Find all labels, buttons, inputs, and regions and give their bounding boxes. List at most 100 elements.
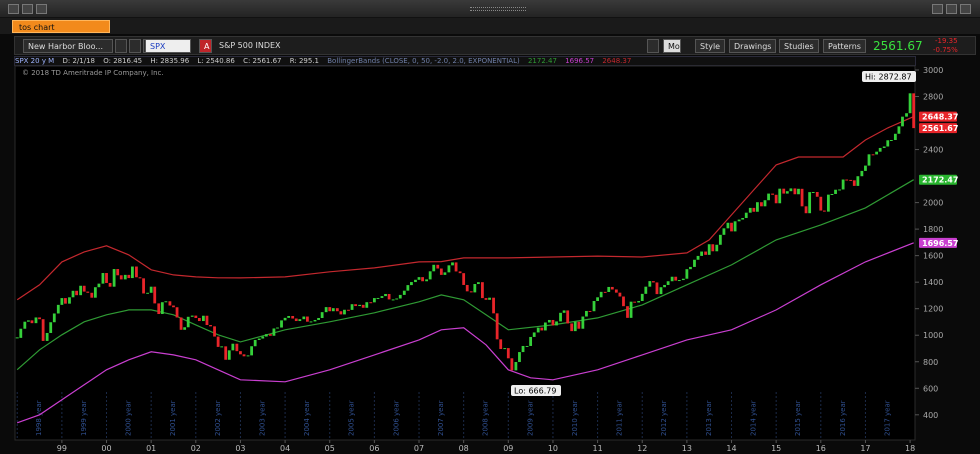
candle-body [90,292,94,298]
study-name[interactable]: BollingerBands (CLOSE, 0, 50, -2.0, 2.0,… [327,57,520,65]
candle-body [629,301,633,318]
candle-body [782,188,786,194]
toolbar-button[interactable]: Patterns [823,39,866,53]
candle-body [886,140,890,147]
window-icon[interactable] [36,4,47,14]
candle-body [79,285,83,296]
toolbar-button[interactable]: Drawings [729,39,777,53]
candle-body [819,196,823,211]
x-tick-label: 99 [57,444,67,453]
y-tick-label: 3000 [923,66,943,75]
candle-body [253,340,257,347]
x-tick-label: 07 [414,444,424,453]
candle-body [693,259,696,267]
window-icon[interactable] [22,4,33,14]
ohlc-item: D: 2/1/18 [62,57,95,65]
candle-body [878,147,882,152]
candle-body [760,202,763,207]
alert-button[interactable]: A [199,39,212,53]
candle-body [864,165,867,171]
candle-body [451,262,454,266]
candle-body [280,320,283,328]
candle-body [190,315,194,317]
candle-body [201,315,205,322]
window-icon[interactable] [946,4,957,14]
icon-button[interactable] [647,39,659,53]
candle-body [19,328,23,338]
candle-body [763,200,767,207]
window-icon[interactable] [8,4,19,14]
candle-body [428,271,432,280]
toolbar-button[interactable]: Studies [779,39,819,53]
candle-body [815,191,819,197]
year-label: 2004 year [303,400,311,436]
candle-body [465,284,469,292]
x-tick-label: 11 [592,444,602,453]
candle-body [213,326,216,337]
candle-body [711,244,715,252]
candle-body [224,346,228,360]
candle-body [82,285,86,292]
candle-body [127,274,131,279]
candle-body [250,346,254,356]
candle-body [41,319,45,341]
mode-button[interactable]: Mo [663,39,681,53]
candle-body [640,293,644,302]
candle-body [239,351,242,355]
candle-body [56,304,60,314]
candle-body [506,348,510,359]
toolbar-button[interactable]: Style [695,39,726,53]
candle-body [175,307,179,318]
candle-body [800,188,804,207]
copyright: © 2018 TD Ameritrade IP Company, Inc. [22,69,164,77]
candle-body [849,179,853,181]
ohlc-item: C: 2561.67 [243,57,282,65]
candle-body [380,296,384,298]
tab[interactable]: tos chart [12,20,110,33]
candle-body [811,191,815,193]
candle-body [521,345,525,353]
window-titlebar [0,0,980,18]
candle-body [637,301,641,303]
candle-body [551,319,555,326]
drag-handle[interactable] [470,7,526,11]
icon-button[interactable] [115,39,127,53]
y-tick-label: 600 [923,384,938,393]
candle-body [391,299,395,301]
candle-body [372,298,376,303]
y-tick-label: 1800 [923,225,943,234]
candle-body [402,290,406,295]
year-label: 2009 year [526,400,534,436]
candle-body [179,317,183,330]
candle-body [566,310,570,324]
window-icon[interactable] [960,4,971,14]
year-label: 2017 year [883,400,891,436]
candle-body [610,286,614,290]
link-button[interactable]: New Harbor Bloo... [23,39,113,53]
candle-body [562,310,566,313]
candle-body [585,310,588,317]
candle-body [291,315,295,319]
candle-body [633,301,637,303]
ohlc-item: H: 2835.96 [150,57,190,65]
year-label: 2012 year [660,400,668,436]
annotation-box [511,385,561,396]
candle-body [34,317,38,324]
candle-body [607,286,611,292]
price-label-box [919,123,957,134]
candle-body [912,93,916,129]
candle-body [689,266,692,270]
icon-button[interactable] [129,39,141,53]
y-tick-label: 2400 [923,146,943,155]
candle-body [852,180,856,186]
percent-change: -0.75% [933,46,958,54]
x-tick-label: 18 [905,444,915,453]
window-icon[interactable] [932,4,943,14]
candle-body [387,293,391,300]
candle-body [320,312,324,318]
symbol-input[interactable]: SPX [145,39,191,53]
price-label-box [919,237,957,248]
candle-body [473,284,477,293]
candle-body [696,255,700,260]
candle-body [116,269,120,276]
